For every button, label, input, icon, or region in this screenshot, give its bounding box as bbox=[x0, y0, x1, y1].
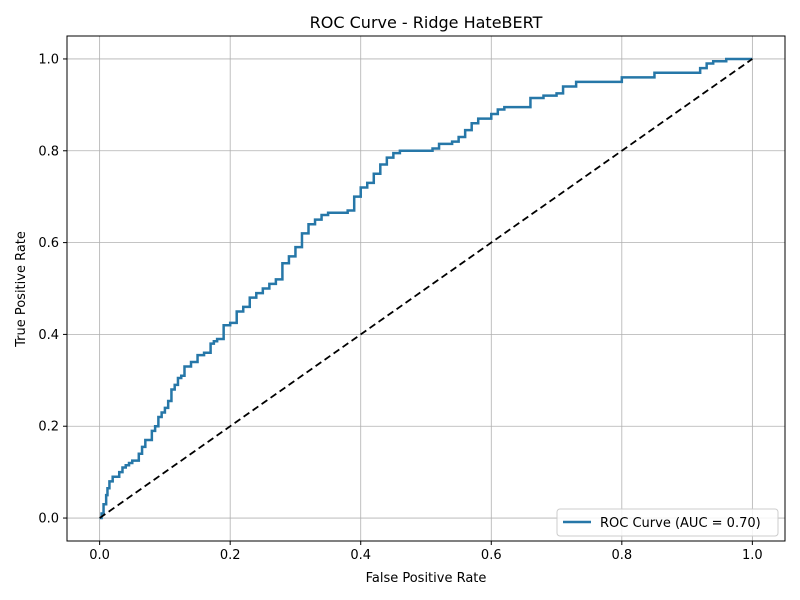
legend-entry-roc-curve: ROC Curve (AUC = 0.70) bbox=[600, 516, 761, 531]
ticks-layer: 0.0 0.2 0.4 0.6 0.8 1.0 0.0 0.2 0.4 0.6 0.8 1.0 bbox=[38, 52, 762, 563]
series-layer bbox=[99, 57, 753, 520]
chance-diagonal-line bbox=[99, 58, 753, 519]
y-tick-label: 0.0 bbox=[38, 512, 59, 527]
x-axis-label: False Positive Rate bbox=[366, 571, 487, 586]
roc-curve-line bbox=[99, 57, 753, 520]
y-tick-label: 1.0 bbox=[38, 52, 59, 67]
x-tick-label: 1.0 bbox=[742, 548, 763, 563]
y-axis-label: True Positive Rate bbox=[14, 231, 29, 348]
chart-title: ROC Curve - Ridge HateBERT bbox=[310, 13, 543, 32]
plot-frame bbox=[66, 35, 786, 542]
y-tick-label: 0.6 bbox=[38, 236, 59, 251]
x-tick-label: 0.6 bbox=[481, 548, 502, 563]
legend: ROC Curve (AUC = 0.70) bbox=[556, 508, 779, 537]
y-tick-label: 0.8 bbox=[38, 144, 59, 159]
legend-box bbox=[556, 508, 779, 537]
x-tick-label: 0.2 bbox=[220, 548, 241, 563]
grid-layer bbox=[67, 36, 785, 541]
x-tick-label: 0.8 bbox=[611, 548, 632, 563]
y-tick-label: 0.4 bbox=[38, 328, 59, 343]
x-tick-label: 0.4 bbox=[350, 548, 371, 563]
y-tick-label: 0.2 bbox=[38, 420, 59, 435]
x-tick-label: 0.0 bbox=[89, 548, 110, 563]
